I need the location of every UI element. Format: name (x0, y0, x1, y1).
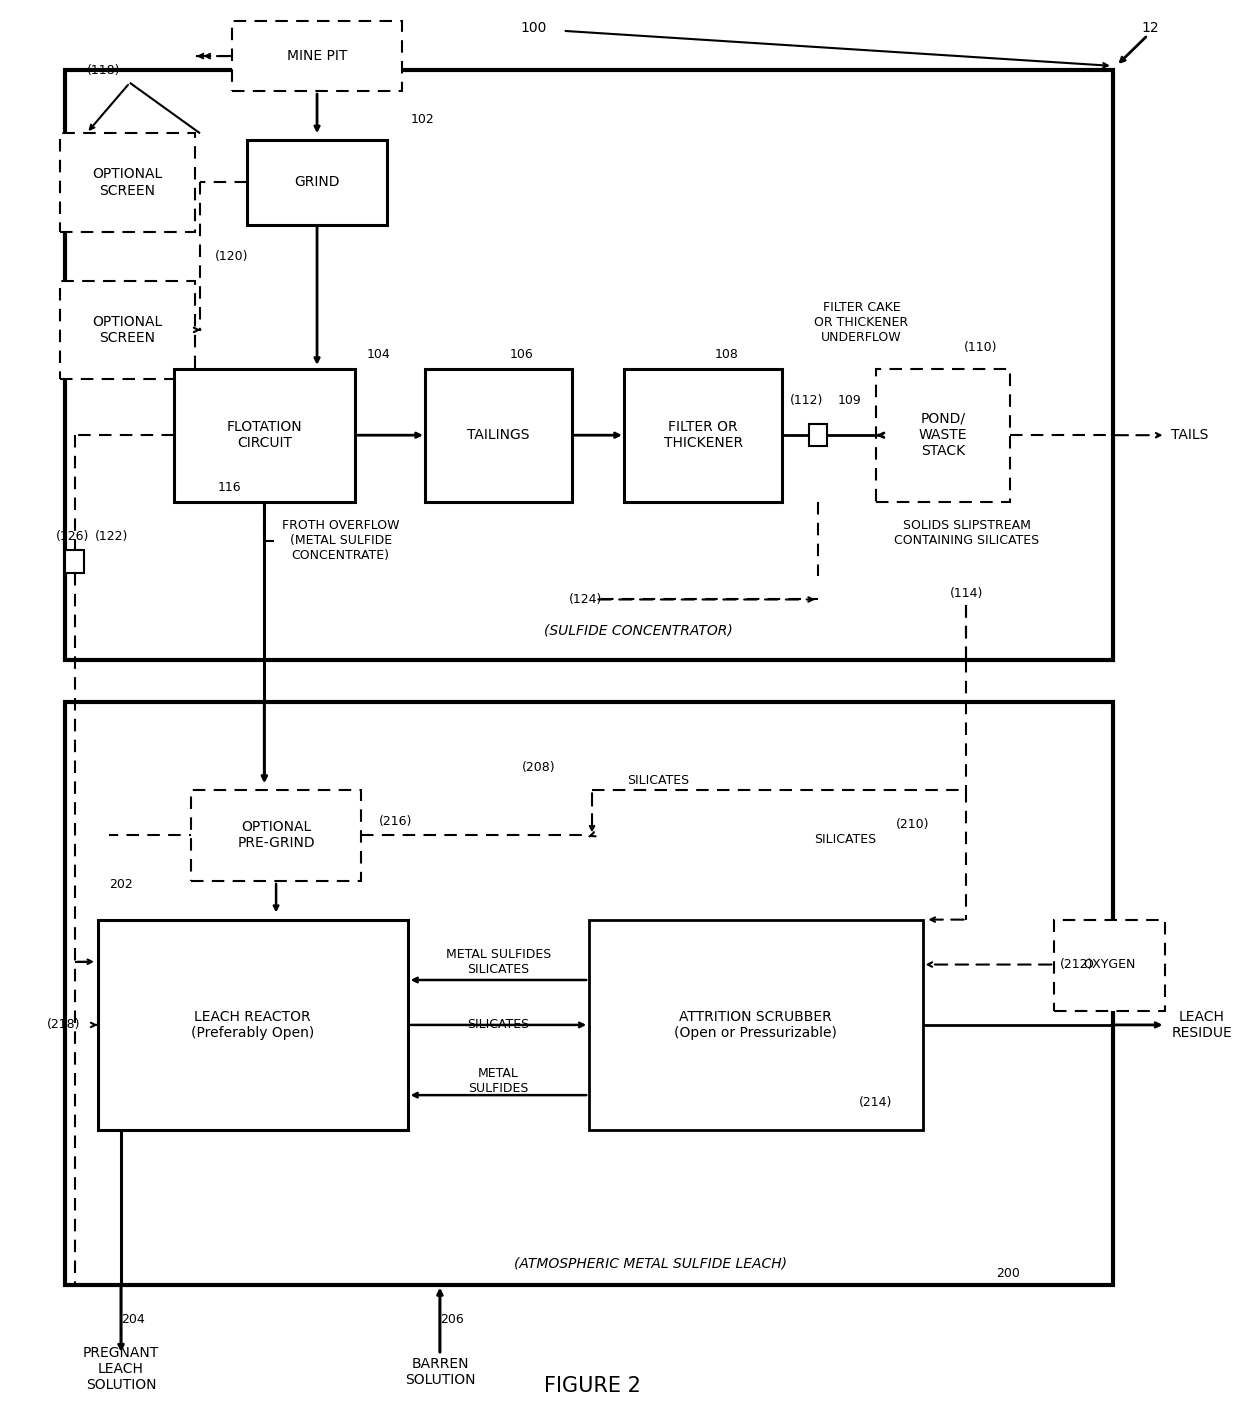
Text: (208): (208) (522, 761, 556, 774)
Text: (118): (118) (87, 64, 120, 77)
Bar (61, 133, 195, 231)
Text: (126): (126) (56, 530, 89, 543)
Bar (589, 920, 923, 1130)
Text: OXYGEN: OXYGEN (1083, 959, 1136, 971)
Text: SOLIDS SLIPSTREAM
CONTAINING SILICATES: SOLIDS SLIPSTREAM CONTAINING SILICATES (894, 519, 1039, 547)
Text: 104: 104 (367, 347, 391, 362)
Text: (210): (210) (897, 818, 930, 831)
Text: 12: 12 (1142, 21, 1159, 35)
Text: MINE PIT: MINE PIT (286, 50, 347, 62)
Text: (124): (124) (569, 593, 601, 605)
Text: 200: 200 (996, 1266, 1019, 1280)
Text: SILICATES: SILICATES (815, 834, 877, 847)
Text: PREGNANT
LEACH
SOLUTION: PREGNANT LEACH SOLUTION (83, 1346, 159, 1392)
Text: 204: 204 (122, 1313, 145, 1326)
Bar (808, 424, 827, 447)
Text: OPTIONAL
SCREEN: OPTIONAL SCREEN (92, 167, 162, 197)
Text: BARREN
SOLUTION: BARREN SOLUTION (404, 1357, 475, 1387)
Text: (218): (218) (47, 1018, 81, 1031)
Text: OPTIONAL
SCREEN: OPTIONAL SCREEN (92, 315, 162, 345)
Text: LEACH REACTOR
(Preferably Open): LEACH REACTOR (Preferably Open) (191, 1010, 314, 1039)
Text: 102: 102 (410, 113, 434, 126)
Text: (214): (214) (859, 1096, 893, 1109)
Text: METAL SULFIDES
SILICATES: METAL SULFIDES SILICATES (446, 947, 551, 976)
Text: (114): (114) (950, 587, 983, 600)
Text: OPTIONAL
PRE-GRIND: OPTIONAL PRE-GRIND (237, 820, 315, 851)
Text: (122): (122) (94, 530, 128, 543)
Text: 202: 202 (109, 878, 133, 891)
Text: (120): (120) (216, 250, 249, 262)
Text: (ATMOSPHERIC METAL SULFIDE LEACH): (ATMOSPHERIC METAL SULFIDE LEACH) (515, 1256, 787, 1271)
Bar (875, 369, 1011, 502)
Text: (112): (112) (790, 394, 823, 407)
Text: METAL
SULFIDES: METAL SULFIDES (469, 1068, 528, 1095)
Text: 116: 116 (217, 481, 241, 493)
Text: (216): (216) (378, 815, 412, 828)
Text: FILTER CAKE
OR THICKENER
UNDERFLOW: FILTER CAKE OR THICKENER UNDERFLOW (815, 302, 909, 345)
Bar (66, 69, 1112, 659)
Text: ATTRITION SCRUBBER
(Open or Pressurizable): ATTRITION SCRUBBER (Open or Pressurizabl… (675, 1010, 837, 1039)
Text: SILICATES: SILICATES (627, 774, 689, 787)
Text: FROTH OVERFLOW
(METAL SULFIDE
CONCENTRATE): FROTH OVERFLOW (METAL SULFIDE CONCENTRAT… (281, 519, 399, 562)
Bar (232, 21, 402, 91)
Bar (1054, 920, 1166, 1011)
Text: (SULFIDE CONCENTRATOR): (SULFIDE CONCENTRATOR) (544, 624, 733, 637)
Text: 206: 206 (440, 1313, 464, 1326)
Bar (191, 790, 361, 881)
Text: FLOTATION
CIRCUIT: FLOTATION CIRCUIT (227, 420, 303, 451)
Bar (61, 281, 195, 379)
Bar (98, 920, 408, 1130)
Text: 108: 108 (715, 347, 739, 362)
Text: 106: 106 (510, 347, 534, 362)
Bar (66, 702, 1112, 1285)
Bar (624, 369, 782, 502)
Text: GRIND: GRIND (294, 176, 340, 190)
Text: 109: 109 (837, 394, 862, 407)
Text: FILTER OR
THICKENER: FILTER OR THICKENER (663, 420, 743, 451)
Text: FIGURE 2: FIGURE 2 (543, 1375, 641, 1395)
Text: (110): (110) (963, 340, 997, 354)
Text: (212): (212) (1060, 959, 1094, 971)
Bar (425, 369, 572, 502)
Text: POND/
WASTE
STACK: POND/ WASTE STACK (919, 413, 967, 458)
Text: 100: 100 (521, 21, 547, 35)
Text: LEACH
RESIDUE: LEACH RESIDUE (1172, 1010, 1233, 1039)
Bar (66, 550, 84, 573)
Bar (174, 369, 355, 502)
Text: SILICATES: SILICATES (467, 1018, 529, 1031)
Text: TAILINGS: TAILINGS (467, 428, 529, 442)
Bar (247, 140, 387, 224)
Text: TAILS: TAILS (1172, 428, 1209, 442)
